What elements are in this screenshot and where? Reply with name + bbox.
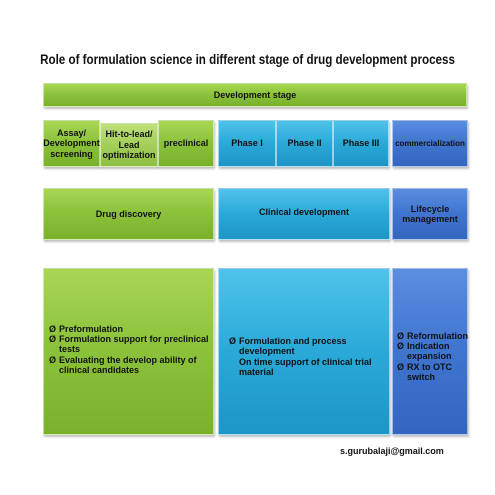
group-clinical-development: Clinical development <box>218 188 390 240</box>
bullet-marker: Ø <box>397 361 405 372</box>
group-drug-discovery-label: Drug discovery <box>95 208 162 219</box>
list-item: Ø Indication expansion <box>397 341 468 362</box>
list-item: Ø Reformulation <box>397 331 468 341</box>
diagram-title: Role of formulation science in different… <box>40 52 455 67</box>
stage-hit-to-lead: Hit-to-lead/ Lead optimization <box>100 123 158 167</box>
role-text: Evaluating the develop ability of clinic… <box>59 354 197 376</box>
bullet-marker: Ø <box>397 330 405 341</box>
roles-discovery-list: Ø Preformulation Ø Formulation support f… <box>49 324 213 376</box>
stage-preclinical-label: preclinical <box>163 138 209 149</box>
bullet-marker: Ø <box>49 323 57 334</box>
stage-phase-2: Phase II <box>276 120 333 167</box>
stage-phase-1-label: Phase I <box>231 138 263 149</box>
roles-lifecycle-list: Ø Reformulation Ø Indication expansion Ø… <box>397 331 468 383</box>
group-drug-discovery: Drug discovery <box>43 188 214 240</box>
development-stage-label: Development stage <box>213 89 297 100</box>
roles-clinical-list: Ø Formulation and process development On… <box>229 336 389 377</box>
bullet-marker: Ø <box>49 333 57 344</box>
roles-discovery: Ø Preformulation Ø Formulation support f… <box>43 268 214 435</box>
roles-clinical: Ø Formulation and process development On… <box>218 268 390 435</box>
list-item: Ø Formulation support for preclinical te… <box>49 334 213 355</box>
list-item: On time support of clinical trial materi… <box>229 357 389 378</box>
stage-hit-to-lead-label: Hit-to-lead/ Lead optimization <box>102 129 156 161</box>
list-item: Ø RX to OTC switch <box>397 362 468 383</box>
stage-phase-2-label: Phase II <box>287 138 322 149</box>
stage-commercialization-label: commercialization <box>395 138 465 148</box>
role-text: Formulation support for preclinical test… <box>59 333 209 355</box>
list-item: Ø Formulation and process development <box>229 336 389 357</box>
stage-preclinical: preclinical <box>158 120 214 167</box>
stage-phase-3-label: Phase III <box>342 138 380 149</box>
stage-commercialization: commercialization <box>392 120 468 167</box>
group-lifecycle-management-label: Lifecycle management <box>402 203 458 224</box>
stage-phase-3: Phase III <box>333 120 389 167</box>
list-item: Ø Evaluating the develop ability of clin… <box>49 355 213 376</box>
group-lifecycle-management: Lifecycle management <box>392 188 468 240</box>
stage-assay-label: Assay/ Development screening <box>43 127 100 159</box>
bullet-marker: Ø <box>49 354 57 365</box>
stage-assay: Assay/ Development screening <box>43 120 100 167</box>
group-clinical-development-label: Clinical development <box>258 207 350 218</box>
bullet-marker: Ø <box>229 335 237 346</box>
footer-email: s.gurubalaji@gmail.com <box>340 446 444 456</box>
list-item: Ø Preformulation <box>49 324 213 334</box>
role-text: RX to OTC switch <box>407 361 452 383</box>
role-text: Indication expansion <box>407 340 452 362</box>
role-text: Formulation and process development <box>239 335 347 357</box>
development-stage-header: Development stage <box>43 83 467 107</box>
bullet-marker: Ø <box>397 340 405 351</box>
role-text: Preformulation <box>59 323 124 334</box>
role-text: Reformulation <box>407 330 469 341</box>
stage-phase-1: Phase I <box>218 120 276 167</box>
roles-lifecycle: Ø Reformulation Ø Indication expansion Ø… <box>392 268 468 435</box>
role-text: On time support of clinical trial materi… <box>239 356 372 377</box>
